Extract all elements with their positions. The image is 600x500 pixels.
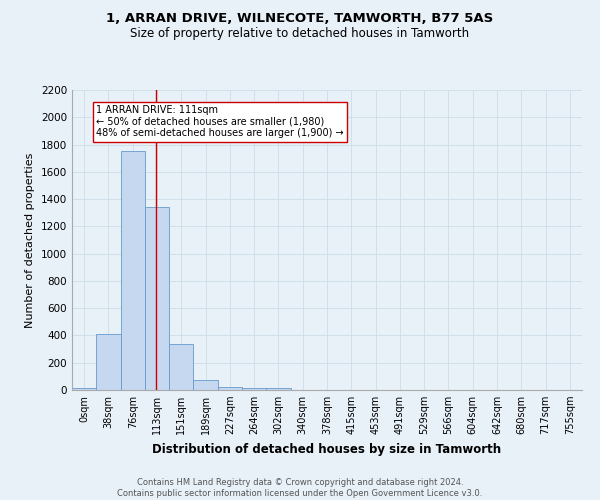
- Text: Size of property relative to detached houses in Tamworth: Size of property relative to detached ho…: [130, 28, 470, 40]
- Text: 1 ARRAN DRIVE: 111sqm
← 50% of detached houses are smaller (1,980)
48% of semi-d: 1 ARRAN DRIVE: 111sqm ← 50% of detached …: [96, 105, 344, 138]
- Bar: [121, 152, 145, 390]
- Bar: [72, 388, 96, 390]
- Bar: [242, 388, 266, 390]
- Bar: [96, 334, 121, 390]
- Bar: [169, 344, 193, 390]
- Bar: [266, 388, 290, 390]
- Text: 1, ARRAN DRIVE, WILNECOTE, TAMWORTH, B77 5AS: 1, ARRAN DRIVE, WILNECOTE, TAMWORTH, B77…: [106, 12, 494, 26]
- Bar: [145, 206, 169, 390]
- X-axis label: Distribution of detached houses by size in Tamworth: Distribution of detached houses by size …: [152, 442, 502, 456]
- Text: Contains HM Land Registry data © Crown copyright and database right 2024.
Contai: Contains HM Land Registry data © Crown c…: [118, 478, 482, 498]
- Y-axis label: Number of detached properties: Number of detached properties: [25, 152, 35, 328]
- Bar: [218, 387, 242, 390]
- Bar: [193, 380, 218, 390]
